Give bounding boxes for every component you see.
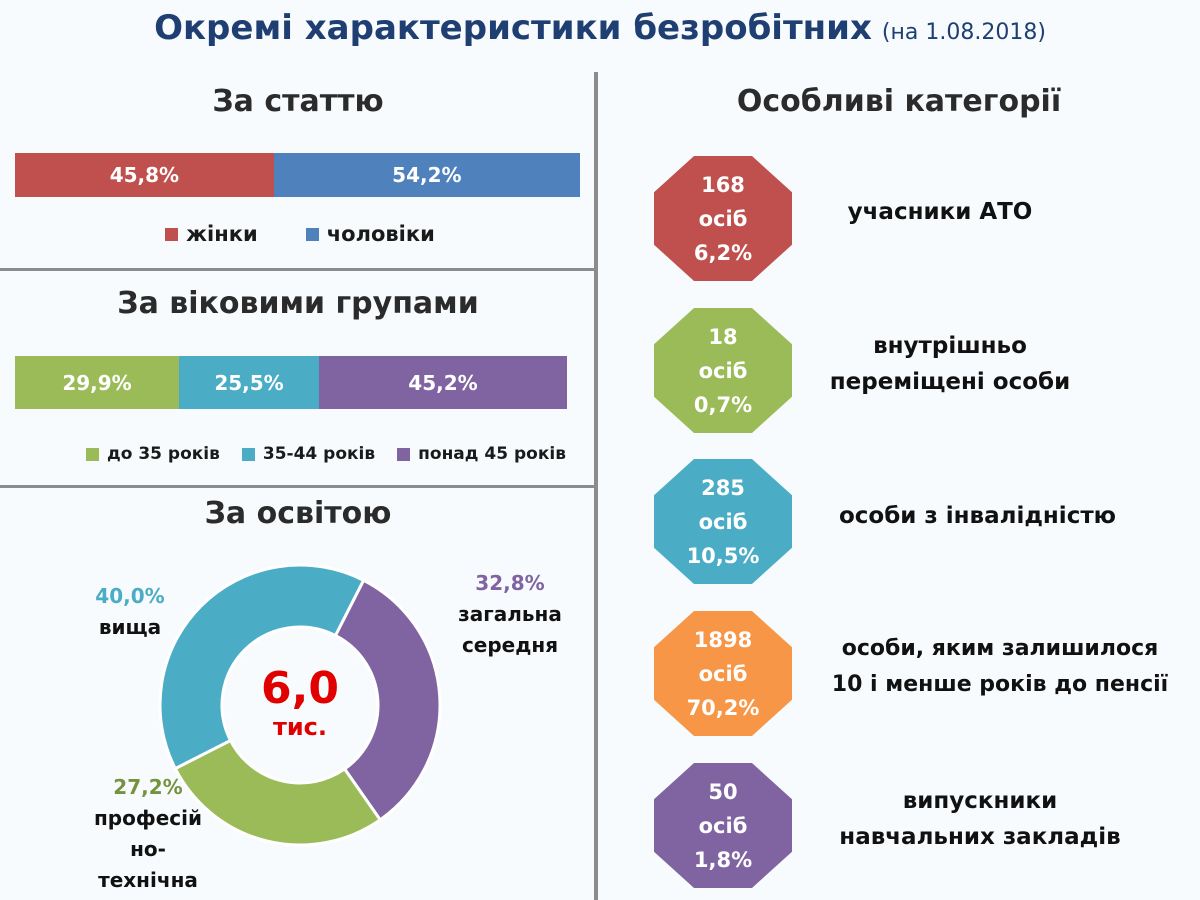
label-general: 32,8% загальна середня: [445, 568, 575, 661]
label-general-name-1: загальна: [458, 602, 562, 626]
category-label-disability: особи з інвалідністю: [805, 498, 1150, 534]
legend-item-men: чоловіки: [305, 222, 435, 246]
donut-center-unit: тис.: [272, 713, 328, 741]
category-label-graduates: випускники навчальних закладів: [800, 783, 1160, 855]
vertical-divider: [594, 72, 598, 900]
legend-label: понад 45 років: [418, 444, 566, 464]
legend-swatch: [86, 447, 99, 461]
category-label-line-2: переміщені особи: [829, 369, 1071, 395]
legend-swatch: [165, 227, 179, 241]
label-vocational-name-2: но-: [130, 837, 166, 861]
gender-bar: 45,8% 54,2%: [15, 153, 580, 197]
badge-count: 1898: [693, 627, 753, 652]
legend-label: жінки: [186, 222, 258, 246]
divider-gender-age: [0, 268, 596, 271]
badge-disability: 285 осіб 10,5%: [654, 459, 792, 584]
badge-pct: 70,2%: [686, 695, 760, 720]
badge-unit: осіб: [698, 661, 748, 686]
donut-center-value: 6,0: [261, 663, 339, 714]
category-label-line-1: особи, яким залишилося: [841, 636, 1159, 661]
badge-count: 18: [708, 324, 738, 349]
legend-label: чоловіки: [326, 222, 435, 246]
badge-count: 168: [701, 172, 745, 197]
bar-segment-over-45: 45,2%: [318, 356, 567, 409]
education-donut-chart: [158, 563, 442, 847]
badge-count: 285: [701, 475, 745, 500]
badge-unit: осіб: [698, 358, 748, 383]
donut-slice-1: [173, 738, 383, 847]
badge-pct: 10,5%: [686, 543, 760, 568]
label-higher-pct: 40,0%: [95, 584, 165, 608]
legend-item-over-45: понад 45 років: [397, 444, 566, 464]
bar-segment-under-35: 29,9%: [15, 356, 180, 409]
category-label-line-1: внутрішньо: [873, 333, 1027, 359]
age-heading: За віковими групами: [117, 286, 479, 321]
label-vocational-name-3: технічна: [98, 868, 198, 892]
special-heading: Особливі категорії: [736, 84, 1062, 119]
label-higher: 40,0% вища: [80, 581, 180, 643]
age-bar: 29,9% 25,5% 45,2%: [15, 356, 567, 409]
legend-swatch: [241, 447, 255, 461]
page-title: Окремі характеристики безробітних (на 1.0…: [0, 8, 1200, 48]
category-label-idp: внутрішньо переміщені особи: [790, 328, 1110, 400]
badge-unit: осіб: [698, 206, 748, 231]
badge-pct: 1,8%: [693, 847, 753, 872]
category-label-pre-retirement: особи, яким залишилося 10 і менше років …: [800, 631, 1200, 703]
label-vocational-pct: 27,2%: [113, 775, 183, 799]
label-general-name-2: середня: [461, 633, 559, 657]
legend-item-35-44: 35-44 років: [241, 444, 376, 464]
label-general-pct: 32,8%: [475, 571, 545, 595]
legend-label: до 35 років: [107, 444, 220, 464]
title-text: Окремі характеристики безробітних: [154, 8, 872, 48]
education-heading: За освітою: [204, 496, 392, 531]
gender-legend: жінки чоловіки: [0, 222, 600, 246]
badge-pct: 6,2%: [693, 240, 753, 265]
divider-age-education: [0, 485, 596, 488]
legend-item-women: жінки: [165, 222, 258, 246]
badge-count: 50: [708, 779, 738, 804]
donut-center: 6,0 тис.: [150, 663, 450, 742]
bar-segment-women: 45,8%: [15, 153, 274, 197]
legend-swatch: [305, 227, 319, 241]
category-label-line-1: учасники АТО: [847, 199, 1033, 225]
donut-slice-2: [158, 563, 366, 771]
category-label-line-2: навчальних закладів: [839, 824, 1121, 850]
badge-pct: 0,7%: [693, 392, 753, 417]
badge-ato: 168 осіб 6,2%: [654, 156, 792, 281]
legend-label: 35-44 років: [262, 444, 376, 464]
label-vocational: 27,2% професій но- технічна: [88, 772, 208, 896]
category-label-line-1: випускники: [902, 788, 1058, 814]
title-date: (на 1.08.2018): [881, 20, 1046, 45]
category-label-line-2: 10 і менше років до пенсії: [831, 672, 1169, 697]
legend-item-under-35: до 35 років: [86, 444, 220, 464]
gender-heading: За статтю: [212, 84, 384, 119]
donut-slice-0: [333, 578, 442, 822]
category-label-ato: учасники АТО: [780, 194, 1100, 230]
legend-swatch: [397, 447, 411, 461]
badge-idp: 18 осіб 0,7%: [654, 308, 792, 433]
badge-graduates: 50 осіб 1,8%: [654, 763, 792, 888]
bar-segment-men: 54,2%: [273, 153, 580, 197]
badge-unit: осіб: [698, 813, 748, 838]
bar-segment-35-44: 25,5%: [179, 356, 319, 409]
label-vocational-name-1: професій: [93, 806, 202, 830]
label-higher-name: вища: [98, 615, 162, 639]
badge-unit: осіб: [698, 509, 748, 534]
badge-pre-retirement: 1898 осіб 70,2%: [654, 611, 792, 736]
category-label-line-1: особи з інвалідністю: [838, 503, 1117, 529]
age-legend: до 35 років 35-44 років понад 45 років: [86, 444, 566, 464]
